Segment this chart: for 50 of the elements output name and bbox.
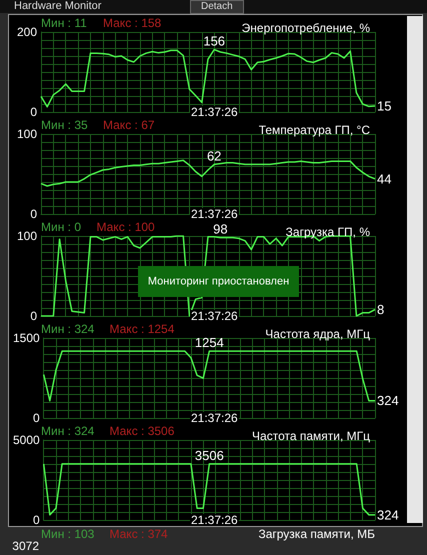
chart-title: Частота памяти, МГц	[252, 429, 370, 443]
text: Макс : 67	[103, 118, 155, 132]
text: Макс : 158	[103, 16, 162, 30]
line-series	[40, 160, 376, 187]
chart-title: Энергопотребление, %	[242, 21, 370, 35]
y-tick-label: 0	[30, 309, 38, 323]
text: Мин : 324	[41, 424, 95, 438]
y-tick-label: 100	[16, 127, 38, 141]
annotation: 21:37:26	[191, 207, 238, 221]
chart-title: Частота ядра, МГц	[265, 327, 370, 341]
line-series	[42, 350, 376, 402]
text: Макс : 1254	[110, 322, 175, 336]
y-tick-label: 1500	[12, 331, 40, 345]
text: Мин : 11	[41, 16, 88, 30]
annotation: 21:37:26	[191, 309, 238, 323]
y-tick-label: 200	[16, 25, 38, 39]
y-tick-label: 0	[30, 105, 38, 119]
data-label: 98	[213, 222, 228, 237]
data-label: 15	[377, 98, 392, 114]
data-label: 324	[377, 507, 399, 522]
text: Макс : 3506	[110, 424, 175, 438]
annotation: 21:37:26	[191, 513, 238, 527]
y-tick-label: 5000	[12, 433, 40, 447]
data-label: 1254	[194, 335, 224, 350]
y-tick-label: 0	[33, 411, 40, 425]
data-label: 44	[377, 171, 392, 186]
y-tick-label: 0	[30, 207, 38, 221]
annotation: Мониторинг приостановлен	[148, 276, 290, 288]
text: Загрузка памяти, МБ	[258, 527, 375, 541]
annotation: 21:37:26	[191, 105, 238, 119]
y-tick-label: 100	[16, 229, 38, 243]
text: Hardware Monitor	[14, 0, 102, 12]
chart-title: Температура ГП, °C	[258, 123, 370, 137]
line-series	[40, 48, 376, 108]
annotation: 21:37:26	[191, 411, 238, 425]
y-tick-label: 0	[33, 513, 40, 527]
data-label: 62	[206, 148, 222, 164]
data-label: 8	[377, 302, 384, 318]
text: Мин : 35	[41, 118, 88, 132]
text: Мин : 103	[41, 527, 94, 541]
text: 3072	[11, 539, 39, 553]
data-label: 324	[377, 393, 399, 408]
text: Макс : 100	[96, 220, 156, 234]
text: Мин : 324	[41, 322, 95, 336]
text: Макс : 374	[110, 527, 168, 541]
data-label: 156	[203, 34, 226, 49]
chart-title: Загрузка ГП, %	[286, 225, 370, 239]
text: Мин : 0	[41, 220, 82, 234]
data-label: 3506	[194, 448, 224, 463]
text: Detach	[190, 0, 244, 14]
